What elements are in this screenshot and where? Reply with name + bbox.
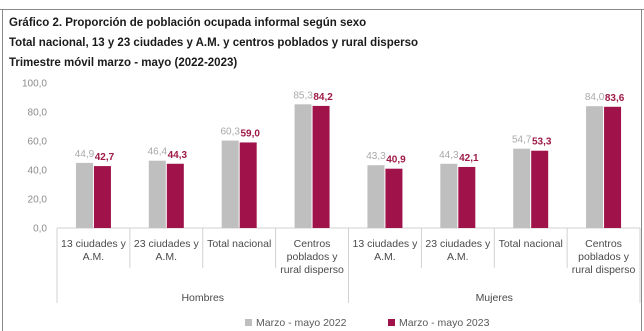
category-label: A.M. xyxy=(447,251,469,263)
y-tick-label: 40,0 xyxy=(28,166,48,177)
legend-2023-swatch xyxy=(388,319,395,326)
category-label: Centros xyxy=(585,238,622,250)
bar-series-2023 xyxy=(531,150,549,228)
bar-series-2022 xyxy=(513,148,531,228)
group-label: Mujeres xyxy=(476,292,513,304)
data-label-2023: 42,1 xyxy=(459,153,479,164)
category-label: A.M. xyxy=(374,251,396,263)
bar-series-2023 xyxy=(385,168,403,228)
category-label: rural disperso xyxy=(280,264,344,276)
category-label: Total nacional xyxy=(499,238,563,250)
bar-series-2023 xyxy=(458,166,476,228)
group-label: Hombres xyxy=(181,292,224,304)
data-label-2023: 44,3 xyxy=(168,150,188,161)
frame-right-border xyxy=(641,9,642,331)
bar-series-2023 xyxy=(93,166,111,228)
bar-series-2022 xyxy=(294,104,312,228)
data-label-2023: 59,0 xyxy=(240,128,260,139)
legend-2022-label: Marzo - mayo 2022 xyxy=(256,317,347,329)
data-label-2023: 42,7 xyxy=(95,152,115,163)
y-tick-label: 60,0 xyxy=(28,137,48,148)
chart-titles: Gráfico 2. Proporción de población ocupa… xyxy=(9,13,418,73)
frame-left-border xyxy=(2,9,3,331)
category-label: 23 ciudades y xyxy=(425,238,491,250)
data-label-2022: 60,3 xyxy=(220,127,240,138)
category-label: poblados y xyxy=(287,251,339,263)
legend-2022-swatch xyxy=(245,319,252,326)
data-label-2022: 84,0 xyxy=(585,92,605,103)
data-label-2023: 40,9 xyxy=(386,155,406,166)
data-label-2022: 44,3 xyxy=(439,150,459,161)
chart-subtitle: Total nacional, 13 y 23 ciudades y A.M. … xyxy=(9,37,419,49)
chart-period: Trimestre móvil marzo - mayo (2022-2023) xyxy=(9,57,238,69)
bar-series-2022 xyxy=(440,163,458,228)
bar-series-2023 xyxy=(312,105,330,228)
data-label-2022: 85,3 xyxy=(293,90,313,101)
data-label-2023: 53,3 xyxy=(532,137,552,148)
chart-title: Gráfico 2. Proporción de población ocupa… xyxy=(9,17,367,29)
bar-series-2023 xyxy=(166,163,184,228)
category-label: 13 ciudades y xyxy=(353,238,419,250)
legend-2023-label: Marzo - mayo 2023 xyxy=(399,317,490,329)
y-tick-label: 80,0 xyxy=(28,108,48,119)
bar-series-2023 xyxy=(604,106,622,228)
bar-series-2022 xyxy=(586,106,604,228)
category-label: Centros xyxy=(294,238,331,250)
frame-top-border xyxy=(0,9,644,10)
category-label: 23 ciudades y xyxy=(134,238,200,250)
bar-series-2022 xyxy=(367,165,385,228)
bar-series-2022 xyxy=(148,160,166,228)
data-label-2023: 84,2 xyxy=(313,92,333,103)
y-tick-label: 20,0 xyxy=(28,195,48,206)
data-label-2022: 44,9 xyxy=(75,149,95,160)
bar-series-2022 xyxy=(221,140,239,228)
bar-series-2023 xyxy=(239,142,257,228)
category-label: poblados y xyxy=(578,251,630,263)
category-label: Total nacional xyxy=(207,238,271,250)
bar-series-2022 xyxy=(75,162,93,228)
category-label: 13 ciudades y xyxy=(61,238,127,250)
data-label-2022: 46,4 xyxy=(148,147,168,158)
data-label-2022: 54,7 xyxy=(512,135,532,146)
y-tick-label: 0,0 xyxy=(33,224,47,235)
data-label-2022: 43,3 xyxy=(366,151,386,162)
category-label: rural disperso xyxy=(572,264,636,276)
data-label-2023: 83,6 xyxy=(605,93,625,104)
y-tick-label: 100,0 xyxy=(22,79,47,90)
category-label: A.M. xyxy=(156,251,178,263)
category-label: A.M. xyxy=(83,251,105,263)
